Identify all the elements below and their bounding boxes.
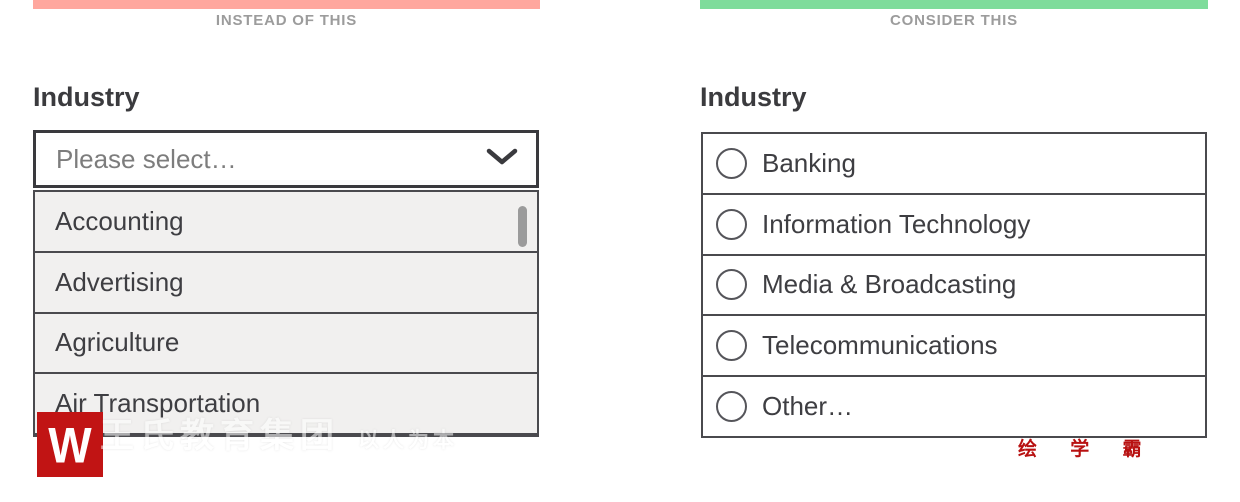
radio-label: Media & Broadcasting xyxy=(762,269,1017,300)
dropdown-option-accounting[interactable]: Accounting xyxy=(35,192,537,253)
watermark-brand: 王氏教育集团 以人为本 xyxy=(100,408,458,457)
radio-button-icon[interactable] xyxy=(716,269,747,301)
select-placeholder: Please select… xyxy=(56,143,237,174)
radio-row-media-broadcasting[interactable]: Media & Broadcasting xyxy=(703,255,1205,317)
left-industry-label: Industry xyxy=(33,82,140,112)
instead-caption: INSTEAD OF THIS xyxy=(215,12,358,29)
radio-label: Telecommunications xyxy=(762,330,998,361)
radio-row-banking[interactable]: Banking xyxy=(703,134,1205,195)
radio-row-other[interactable]: Other… xyxy=(703,377,1205,436)
radio-label: Banking xyxy=(762,147,856,178)
consider-caption: CONSIDER THIS xyxy=(890,12,1018,29)
dropdown-option-air-transportation[interactable]: Air Transportation xyxy=(35,374,537,435)
radio-label: Information Technology xyxy=(762,208,1031,239)
watermark-logo-letter: W xyxy=(48,416,92,473)
watermark-brand-text: 王氏教育集团 xyxy=(100,417,340,455)
industry-radio-group: Banking Information Technology Media & B… xyxy=(701,132,1207,438)
radio-button-icon[interactable] xyxy=(716,330,747,362)
dropdown-option-advertising[interactable]: Advertising xyxy=(35,252,537,314)
instead-accent-bar xyxy=(33,0,540,9)
industry-dropdown-list: Accounting Advertising Agriculture Air T… xyxy=(33,190,539,437)
dropdown-scrollbar-thumb[interactable] xyxy=(518,206,527,247)
consider-accent-bar xyxy=(700,0,1208,9)
watermark-brand-slogan: 以人为本 xyxy=(358,429,458,452)
radio-label: Other… xyxy=(762,391,854,422)
watermark-logo: W xyxy=(37,412,103,477)
radio-button-icon[interactable] xyxy=(716,147,747,179)
chevron-down-icon xyxy=(484,146,520,173)
right-industry-label: Industry xyxy=(700,82,807,112)
industry-select[interactable]: Please select… xyxy=(33,130,539,188)
radio-button-icon[interactable] xyxy=(716,391,747,423)
watermark-red-text: 绘 学 霸 xyxy=(1018,439,1156,460)
radio-row-telecommunications[interactable]: Telecommunications xyxy=(703,316,1205,378)
dropdown-option-agriculture[interactable]: Agriculture xyxy=(35,313,537,375)
radio-row-information-technology[interactable]: Information Technology xyxy=(703,194,1205,256)
radio-button-icon[interactable] xyxy=(716,208,747,240)
